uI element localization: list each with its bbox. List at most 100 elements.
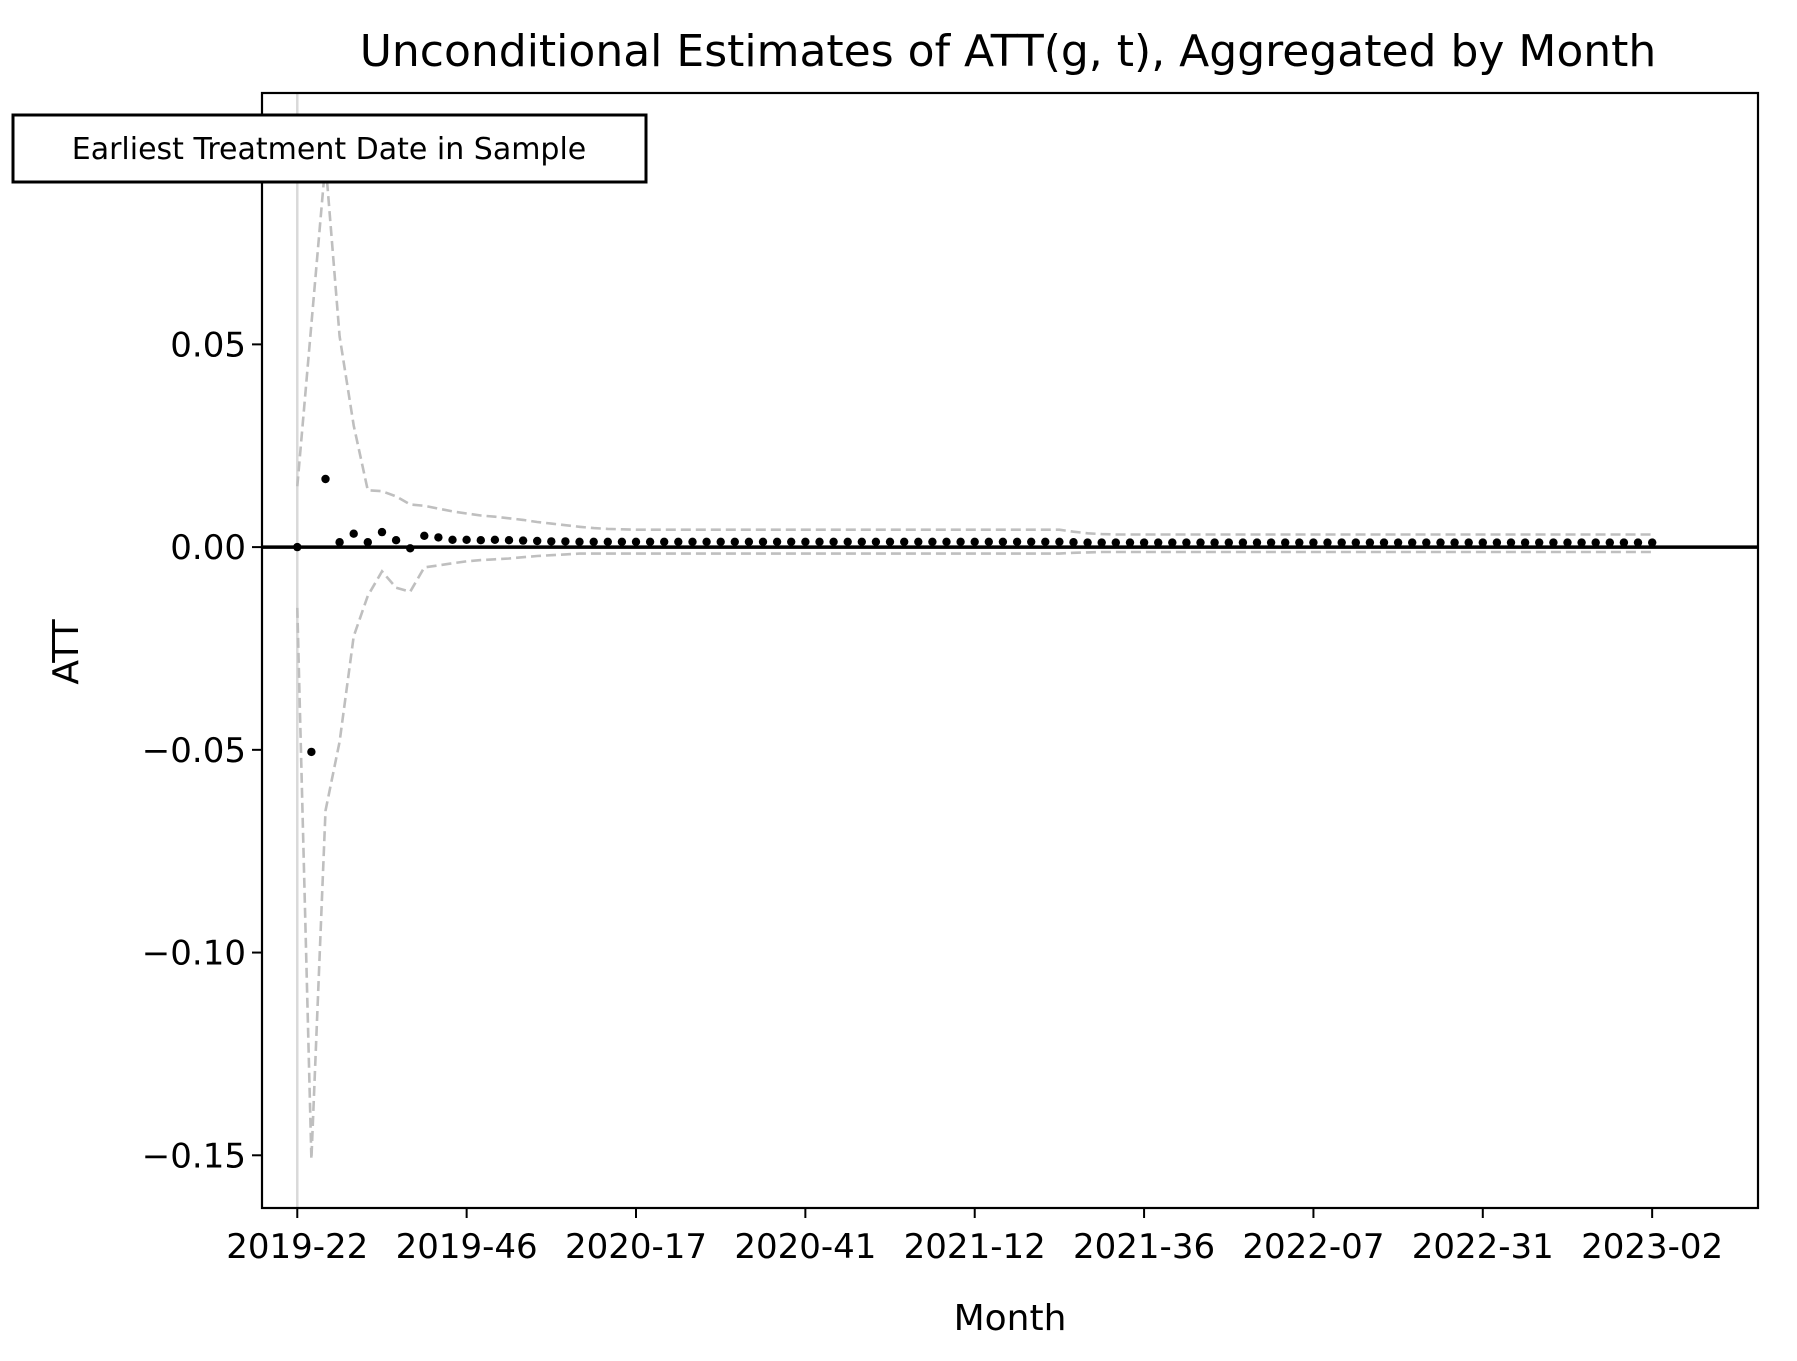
att-point [1111,538,1121,547]
x-axis-label: Month [954,1298,1067,1339]
att-point [1281,538,1290,547]
att-point [490,535,500,544]
att-point [1506,538,1516,547]
att-point [1436,538,1445,547]
att-point [815,537,824,546]
att-point [575,537,584,546]
att-point [702,537,711,546]
att-point [293,542,302,552]
att-point [1323,538,1332,547]
x-tick-label: 2021-36 [1073,1227,1215,1267]
att-point [391,536,401,545]
att-point [406,544,415,553]
att-point [1633,538,1643,547]
att-point [1139,538,1149,547]
att-point [547,537,556,546]
upper-ci-line [296,161,1653,536]
x-tick-label: 2023-02 [1581,1227,1723,1267]
att-point [1450,538,1459,547]
att-point [1337,538,1346,547]
att-point [1464,538,1473,547]
att-point [589,537,598,546]
att-point [504,536,514,545]
att-point [307,747,316,757]
att-point [660,537,669,546]
att-point [914,537,923,546]
att-point [730,537,739,546]
att-point [716,537,725,546]
att-point [1238,538,1248,547]
att-point [617,537,627,546]
att-point [631,537,641,546]
att-point [1393,538,1403,547]
x-tick-label: 2020-41 [734,1227,876,1267]
y-tick-label: −0.10 [142,934,246,974]
att-point [998,537,1008,546]
att-point [1069,538,1078,547]
lower-ci-line [296,550,1653,1160]
att-point [321,474,330,484]
att-point [363,538,372,547]
att-point [1168,538,1177,547]
att-point [1295,538,1304,547]
att-point [1266,538,1276,547]
att-point [1591,538,1600,547]
treatment-annotation: Earliest Treatment Date in Sample [11,113,648,184]
att-point [1379,538,1389,547]
att-point [1478,538,1488,547]
att-point [1097,538,1106,547]
att-point [1365,538,1375,547]
att-point [787,537,796,546]
att-point [1577,538,1586,547]
att-point [956,537,965,546]
att-point [744,537,754,546]
att-point [1605,538,1615,547]
att-point [801,537,810,546]
att-point [1648,538,1657,547]
att-point [1408,538,1417,547]
att-point [1210,538,1219,547]
att-point [1351,538,1361,547]
att-point [942,537,951,546]
att-point [843,537,852,546]
att-point [1309,538,1318,547]
y-tick-label: −0.05 [142,731,246,771]
att-point [1196,538,1205,547]
att-point [476,536,485,545]
att-point [1083,538,1092,547]
y-tick-label: −0.15 [142,1136,246,1176]
att-point [1619,538,1629,547]
att-point [984,537,993,546]
att-point [758,537,768,546]
plot-frame [260,91,1760,1210]
att-point [885,537,895,546]
att-point [970,537,979,546]
x-tick-label: 2022-31 [1412,1227,1554,1267]
x-tick-label: 2022-07 [1242,1227,1384,1267]
att-point [871,537,881,546]
x-tick-label: 2021-12 [904,1227,1046,1267]
att-point [1055,537,1064,546]
treatment-annotation-text: Earliest Treatment Date in Sample [72,132,587,167]
att-point [335,538,344,547]
att-point [645,537,655,546]
y-axis-label: ATT [46,618,87,684]
att-point [377,527,387,537]
att-point [688,537,697,546]
att-point [420,531,429,540]
att-point [518,536,528,545]
att-point [829,537,838,546]
att-point [1422,538,1431,547]
att-point [1563,538,1572,547]
att-point [1012,537,1022,546]
att-point [603,537,612,546]
att-point [1041,537,1050,546]
att-point [1252,538,1262,547]
x-tick-label: 2019-22 [226,1227,368,1267]
y-tick-label: 0.05 [170,325,246,365]
att-point [1125,538,1135,547]
att-point [1224,538,1234,547]
treatment-annotation-box [11,113,648,184]
att-point [674,537,683,546]
